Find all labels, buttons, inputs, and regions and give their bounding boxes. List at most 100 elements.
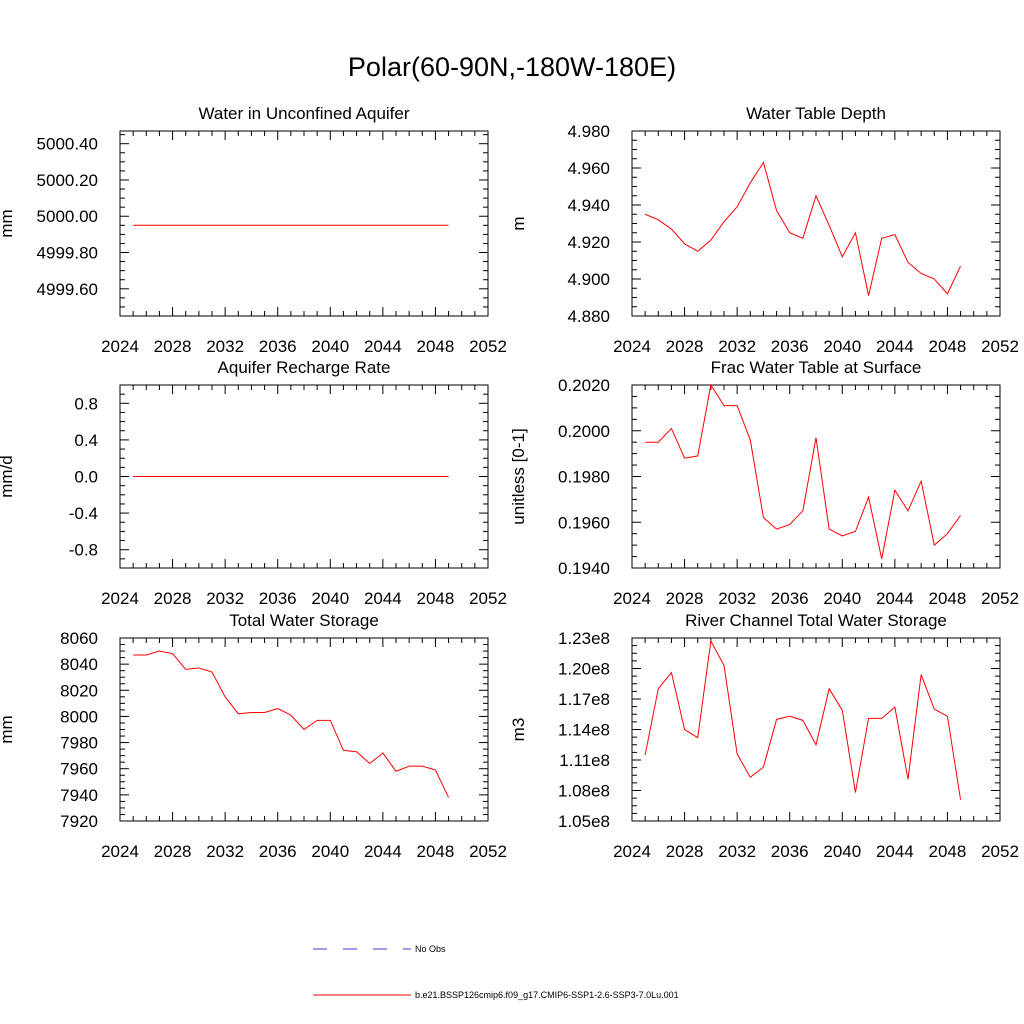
x-tick-label: 2036 bbox=[259, 589, 297, 608]
x-tick-label: 2036 bbox=[259, 842, 297, 861]
chart-title: Water Table Depth bbox=[746, 104, 886, 123]
y-tick-label: 4.920 bbox=[567, 233, 610, 252]
x-tick-label: 2044 bbox=[876, 337, 914, 356]
series-line-0 bbox=[133, 650, 450, 798]
x-tick-label: 2024 bbox=[101, 337, 139, 356]
x-tick-label: 2036 bbox=[771, 337, 809, 356]
y-tick-label: 1.20e8 bbox=[558, 660, 610, 679]
chart-panel-5: River Channel Total Water Storage m3 2024 2… bbox=[509, 611, 1019, 861]
x-tick-label: 2048 bbox=[929, 337, 967, 356]
y-tick-label: 1.11e8 bbox=[559, 751, 610, 770]
x-tick-label: 2052 bbox=[981, 337, 1019, 356]
y-tick-label: 1.05e8 bbox=[558, 812, 610, 831]
x-tick-label: 2048 bbox=[417, 589, 455, 608]
chart-panel-2: Aquifer Recharge Rate mm/d 2024 2028 2032 203… bbox=[0, 358, 507, 608]
x-tick-label: 2024 bbox=[613, 337, 651, 356]
chart-panel-4: Total Water Storage mm 2024 2028 2032 2036 204… bbox=[0, 611, 507, 861]
y-axis-label: mm bbox=[0, 209, 16, 237]
x-tick-label: 2028 bbox=[154, 589, 192, 608]
x-tick-label: 2028 bbox=[666, 842, 704, 861]
series-line-0 bbox=[645, 383, 961, 559]
plot-frame bbox=[119, 130, 489, 317]
x-tick-label: 2040 bbox=[823, 337, 861, 356]
y-tick-label: 0.1980 bbox=[558, 468, 610, 487]
y-tick-label: 4.960 bbox=[567, 159, 610, 178]
x-tick-label: 2048 bbox=[929, 589, 967, 608]
chart-panel-0: Water in Unconfined Aquifer mm 2024 2028 203… bbox=[0, 104, 507, 356]
x-tick-label: 2052 bbox=[469, 589, 507, 608]
x-tick-label: 2036 bbox=[259, 337, 297, 356]
x-tick-label: 2032 bbox=[206, 842, 244, 861]
x-tick-label: 2032 bbox=[206, 337, 244, 356]
y-tick-label: 0.2000 bbox=[558, 422, 610, 441]
y-tick-label: -0.4 bbox=[69, 504, 98, 523]
chart-title: Total Water Storage bbox=[229, 611, 379, 630]
y-tick-label: 0.4 bbox=[74, 431, 98, 450]
y-tick-label: 7940 bbox=[60, 786, 98, 805]
y-tick-label: 7980 bbox=[60, 734, 98, 753]
x-tick-label: 2024 bbox=[613, 589, 651, 608]
page-title: Polar(60-90N,-180W-180E) bbox=[347, 52, 677, 82]
x-tick-label: 2048 bbox=[417, 842, 455, 861]
x-tick-label: 2028 bbox=[154, 842, 192, 861]
x-tick-label: 2024 bbox=[101, 842, 139, 861]
x-tick-label: 2040 bbox=[311, 337, 349, 356]
x-tick-label: 2032 bbox=[718, 337, 756, 356]
x-tick-label: 2052 bbox=[981, 589, 1019, 608]
y-tick-label: 8020 bbox=[60, 681, 98, 700]
y-tick-label: 8060 bbox=[60, 629, 98, 648]
chart-title: Aquifer Recharge Rate bbox=[218, 358, 391, 377]
x-tick-label: 2052 bbox=[469, 337, 507, 356]
x-tick-label: 2048 bbox=[417, 337, 455, 356]
y-tick-label: 7920 bbox=[60, 812, 98, 831]
series-line-0 bbox=[644, 639, 962, 800]
x-tick-label: 2024 bbox=[101, 589, 139, 608]
x-tick-label: 2032 bbox=[718, 589, 756, 608]
x-tick-label: 2032 bbox=[718, 842, 756, 861]
plot-frame bbox=[631, 130, 1001, 317]
series-line-0 bbox=[644, 161, 962, 296]
y-tick-label: 4.900 bbox=[567, 270, 610, 289]
y-tick-label: 0.1960 bbox=[558, 513, 610, 532]
chart-title: Frac Water Table at Surface bbox=[711, 358, 922, 377]
x-tick-label: 2028 bbox=[666, 589, 704, 608]
x-tick-label: 2036 bbox=[771, 842, 809, 861]
y-tick-label: 7960 bbox=[60, 760, 98, 779]
y-tick-label: 1.17e8 bbox=[558, 690, 610, 709]
y-tick-label: -0.8 bbox=[69, 541, 98, 560]
chart-panel-1: Water Table Depth m 2024 2028 2032 2036 2040 20… bbox=[509, 104, 1019, 356]
x-tick-label: 2048 bbox=[929, 842, 967, 861]
y-axis-label: m bbox=[509, 216, 528, 230]
y-axis-label: mm/d bbox=[0, 455, 16, 498]
y-tick-label: 4.940 bbox=[567, 196, 610, 215]
y-tick-label: 0.1940 bbox=[558, 559, 610, 578]
x-tick-label: 2044 bbox=[876, 589, 914, 608]
chart-panel-3: Frac Water Table at Surface unitless [0-1… bbox=[509, 358, 1019, 608]
y-tick-label: 0.2020 bbox=[558, 376, 610, 395]
y-tick-label: 0.0 bbox=[74, 468, 98, 487]
x-tick-label: 2044 bbox=[364, 589, 402, 608]
y-tick-label: 8040 bbox=[60, 655, 98, 674]
x-tick-label: 2040 bbox=[311, 842, 349, 861]
y-tick-label: 4999.80 bbox=[37, 244, 98, 263]
y-tick-label: 0.8 bbox=[74, 394, 98, 413]
y-tick-label: 4999.60 bbox=[37, 280, 98, 299]
x-tick-label: 2040 bbox=[823, 589, 861, 608]
y-tick-label: 1.23e8 bbox=[558, 629, 610, 648]
y-tick-label: 5000.40 bbox=[37, 135, 98, 154]
x-tick-label: 2040 bbox=[823, 842, 861, 861]
y-tick-label: 4.880 bbox=[567, 307, 610, 326]
x-tick-label: 2028 bbox=[154, 337, 192, 356]
x-tick-label: 2040 bbox=[311, 589, 349, 608]
x-tick-label: 2036 bbox=[771, 589, 809, 608]
y-tick-label: 5000.20 bbox=[37, 171, 98, 190]
plot-frame bbox=[631, 384, 1001, 569]
y-tick-label: 1.14e8 bbox=[558, 721, 610, 740]
y-axis-label: unitless [0-1] bbox=[509, 428, 528, 524]
chart-title: Water in Unconfined Aquifer bbox=[198, 104, 409, 123]
y-tick-label: 1.08e8 bbox=[558, 782, 610, 801]
x-tick-label: 2044 bbox=[364, 842, 402, 861]
x-tick-label: 2028 bbox=[666, 337, 704, 356]
chart-title: River Channel Total Water Storage bbox=[685, 611, 947, 630]
